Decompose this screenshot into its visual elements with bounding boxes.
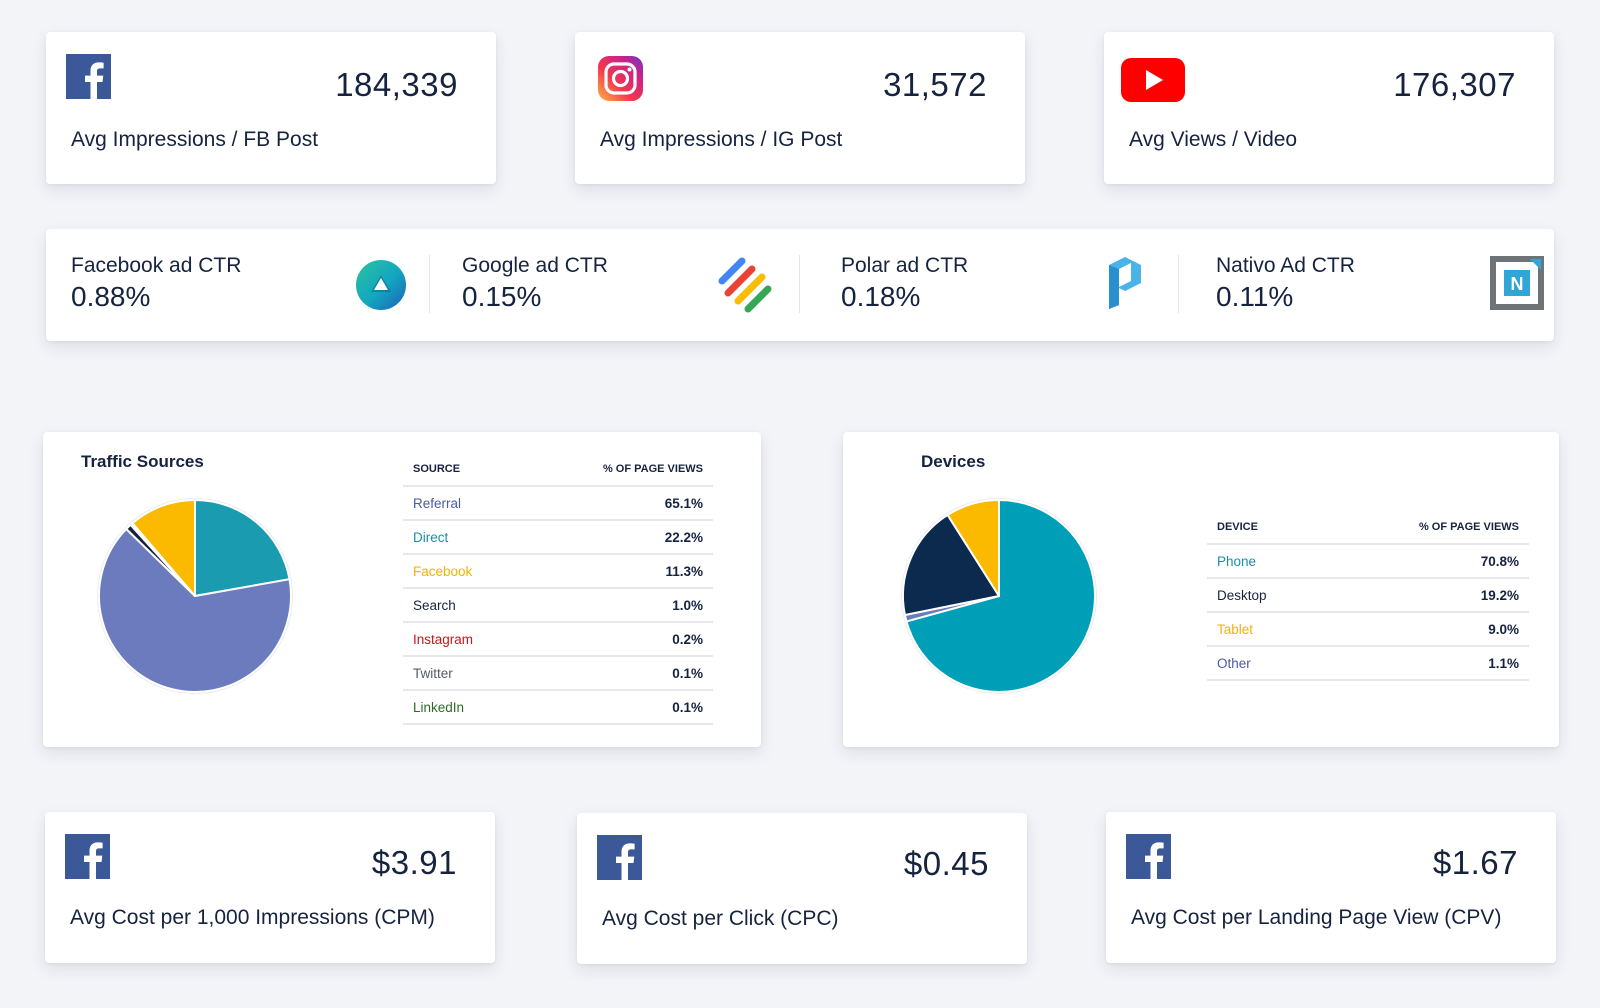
row-name: Desktop	[1207, 578, 1326, 613]
pie-slice-facebook	[131, 499, 196, 597]
table-row: Tablet 9.0%	[1207, 612, 1529, 647]
stat-card-cpv: $1.67 Avg Cost per Landing Page View (CP…	[1106, 812, 1556, 963]
devices-card: Devices DEVICE % OF PAGE VIEWS Phone 70.8…	[843, 432, 1559, 747]
table-row: Search 1.0%	[403, 588, 713, 623]
row-value: 0.2%	[527, 622, 713, 657]
table-row: Phone 70.8%	[1207, 544, 1529, 579]
pie-slice-desktop	[902, 513, 1000, 617]
stat-label: Avg Views / Video	[1129, 128, 1298, 151]
stat-card-video-views: 176,307 Avg Views / Video	[1104, 32, 1554, 184]
column-header: SOURCE	[403, 452, 527, 487]
stat-card-ig-impressions: 31,572 Avg Impressions / IG Post	[575, 32, 1025, 184]
ctr-value: 0.88%	[71, 281, 151, 312]
row-value: 0.1%	[527, 690, 713, 725]
ctr-item-facebook: Facebook ad CTR 0.88%	[71, 229, 411, 341]
nativo-logo-icon: N	[1490, 256, 1544, 315]
pie-slice-tablet	[946, 499, 1000, 597]
stat-label: Avg Impressions / FB Post	[71, 128, 319, 151]
table-row: Instagram 0.2%	[403, 622, 713, 657]
row-value: 1.0%	[527, 588, 713, 623]
traffic-table: SOURCE % OF PAGE VIEWS Referral 65.1% Dire…	[403, 452, 713, 725]
traffic-sources-card: Traffic Sources SOURCE % OF PAGE VIEWS R…	[43, 432, 761, 747]
row-value: 22.2%	[527, 520, 713, 555]
chart-title: Devices	[921, 452, 986, 471]
row-value: 11.3%	[527, 554, 713, 589]
divider	[799, 255, 800, 313]
instagram-icon	[598, 56, 643, 106]
chart-title: Traffic Sources	[81, 452, 204, 471]
stat-value: $3.91	[371, 844, 457, 881]
row-value: 65.1%	[527, 486, 713, 521]
stat-value: 176,307	[1393, 66, 1516, 103]
ctr-label: Polar ad CTR	[841, 254, 969, 277]
stat-value: 184,339	[335, 66, 458, 103]
row-name: Referral	[403, 486, 527, 521]
table-row: Direct 22.2%	[403, 520, 713, 555]
svg-text:N: N	[1511, 274, 1524, 294]
row-name: LinkedIn	[403, 690, 527, 725]
row-name: Phone	[1207, 544, 1326, 579]
ctr-value: 0.18%	[841, 281, 921, 312]
facebook-icon	[66, 54, 111, 104]
pie-slice-direct	[194, 499, 291, 597]
triangle-circle-logo-icon	[355, 259, 407, 316]
table-row: Facebook 11.3%	[403, 554, 713, 589]
ctr-item-google: Google ad CTR 0.15%	[462, 229, 802, 341]
polar-logo-icon	[1105, 255, 1145, 314]
divider	[1178, 255, 1179, 313]
facebook-icon	[65, 834, 110, 884]
row-value: 70.8%	[1325, 544, 1529, 579]
facebook-icon	[1126, 834, 1171, 884]
row-name: Search	[403, 588, 527, 623]
devices-pie-chart	[901, 498, 1097, 694]
ctr-label: Google ad CTR	[462, 254, 608, 277]
column-header: DEVICE	[1207, 510, 1326, 545]
ctr-value: 0.15%	[462, 281, 542, 312]
ctr-item-nativo: Nativo Ad CTR 0.11% N	[1216, 229, 1552, 341]
facebook-icon	[597, 835, 642, 885]
devices-table: DEVICE % OF PAGE VIEWS Phone 70.8% Desktop…	[1207, 510, 1529, 681]
stat-card-fb-impressions: 184,339 Avg Impressions / FB Post	[46, 32, 496, 184]
row-value: 19.2%	[1325, 578, 1529, 613]
stat-card-cpm: $3.91 Avg Cost per 1,000 Impressions (CP…	[45, 812, 495, 963]
table-row: Desktop 19.2%	[1207, 578, 1529, 613]
ctr-value: 0.11%	[1216, 281, 1294, 312]
youtube-icon	[1121, 58, 1185, 107]
row-name: Direct	[403, 520, 527, 555]
table-row: LinkedIn 0.1%	[403, 690, 713, 725]
row-name: Other	[1207, 646, 1326, 681]
stat-value: $0.45	[903, 845, 989, 882]
row-value: 1.1%	[1325, 646, 1529, 681]
ctr-label: Nativo Ad CTR	[1216, 254, 1355, 277]
table-row: Referral 65.1%	[403, 486, 713, 521]
stat-value: 31,572	[883, 66, 987, 103]
ctr-strip: Facebook ad CTR 0.88% Google ad CTR 0.15…	[46, 229, 1554, 341]
ctr-label: Facebook ad CTR	[71, 254, 242, 277]
google-ad-manager-icon	[716, 257, 772, 318]
pie-slice-referral	[98, 527, 292, 693]
stat-label: Avg Cost per 1,000 Impressions (CPM)	[70, 906, 435, 929]
table-row: Other 1.1%	[1207, 646, 1529, 681]
row-name: Instagram	[403, 622, 527, 657]
pie-slice-phone	[905, 499, 1096, 693]
divider	[429, 255, 430, 313]
row-value: 9.0%	[1325, 612, 1529, 647]
row-name: Tablet	[1207, 612, 1326, 647]
column-header: % OF PAGE VIEWS	[527, 452, 713, 487]
stat-label: Avg Cost per Click (CPC)	[602, 907, 839, 930]
row-value: 0.1%	[527, 656, 713, 691]
stat-label: Avg Cost per Landing Page View (CPV)	[1131, 906, 1502, 929]
stat-label: Avg Impressions / IG Post	[600, 128, 843, 151]
table-row: Twitter 0.1%	[403, 656, 713, 691]
stat-card-cpc: $0.45 Avg Cost per Click (CPC)	[577, 813, 1027, 964]
traffic-pie-chart	[97, 498, 293, 694]
stat-value: $1.67	[1432, 844, 1518, 881]
row-name: Facebook	[403, 554, 527, 589]
column-header: % OF PAGE VIEWS	[1325, 510, 1529, 545]
ctr-item-polar: Polar ad CTR 0.18%	[841, 229, 1181, 341]
row-name: Twitter	[403, 656, 527, 691]
